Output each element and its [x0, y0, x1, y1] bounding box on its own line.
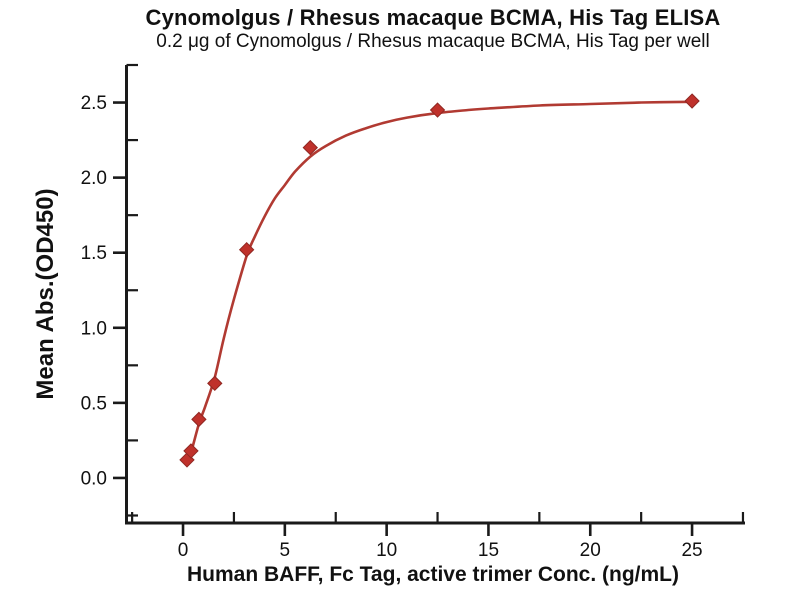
chart-subtitle: 0.2 μg of Cynomolgus / Rhesus macaque BC… [156, 31, 710, 52]
x-tick-label: 25 [681, 540, 702, 561]
data-point-marker [183, 443, 199, 459]
y-tick-label: 1.5 [81, 243, 107, 264]
y-tick-label: 1.0 [81, 318, 107, 339]
x-tick-label: 10 [376, 540, 397, 561]
data-point-marker [238, 241, 255, 258]
x-tick-label: 0 [178, 540, 189, 561]
data-point-marker [191, 411, 207, 428]
y-tick-label: 0.5 [81, 393, 107, 414]
fit-curve-line [184, 100, 694, 465]
y-tick-label: 2.5 [81, 93, 107, 114]
data-point-marker [207, 375, 223, 392]
y-tick-label: 2.0 [81, 168, 107, 189]
data-point-marker [302, 139, 318, 156]
x-tick-label: 15 [478, 540, 499, 561]
chart-title: Cynomolgus / Rhesus macaque BCMA, His Ta… [145, 5, 721, 30]
x-tick-label: 5 [280, 540, 291, 561]
data-point-marker [684, 93, 700, 109]
x-tick-label: 20 [580, 540, 601, 561]
data-point-marker [429, 102, 446, 118]
x-axis-label: Human BAFF, Fc Tag, active trimer Conc. … [186, 563, 680, 586]
y-tick-label: 0.0 [81, 468, 107, 489]
